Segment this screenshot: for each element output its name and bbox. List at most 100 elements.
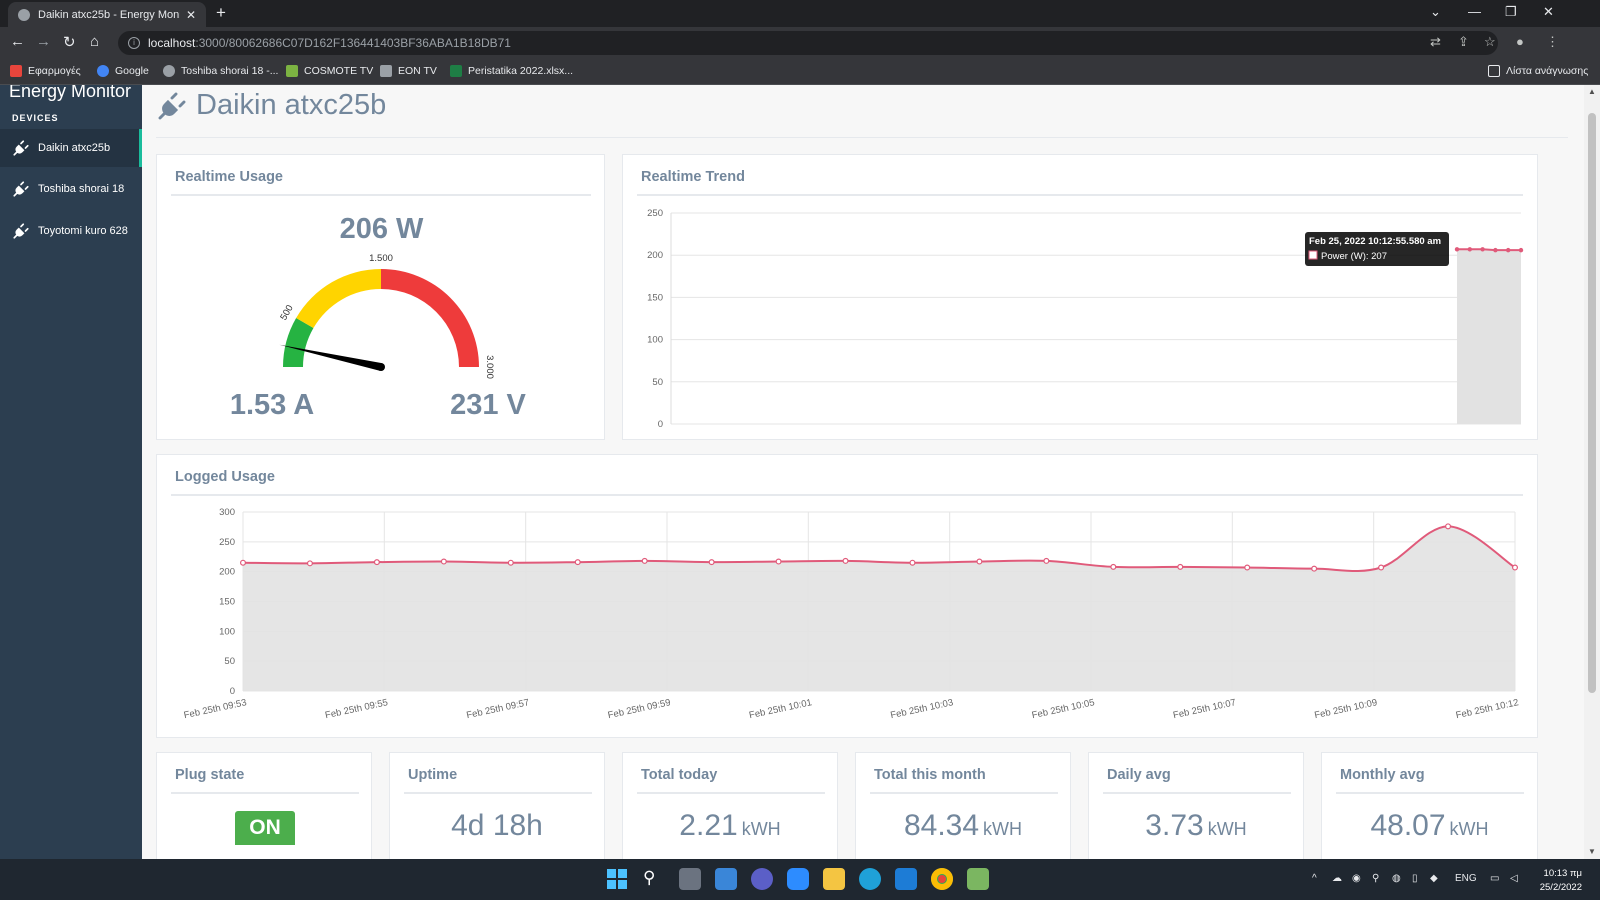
volume-icon[interactable]: ◁ — [1510, 873, 1518, 884]
sidebar-item-toyotomi[interactable]: Toyotomi kuro 628 — [0, 212, 142, 250]
monthly-avg-value: 48.07 kWH — [1370, 809, 1489, 842]
defender-icon[interactable]: ◆ — [1430, 873, 1438, 884]
restore-icon[interactable]: ❐ — [1505, 4, 1517, 19]
globe-icon — [163, 65, 175, 77]
language-indicator[interactable]: ENG — [1455, 873, 1477, 884]
bookmark-star-icon[interactable]: ☆ — [1484, 34, 1496, 49]
scroll-up-icon[interactable]: ▲ — [1588, 87, 1596, 96]
bookmark-peristatika[interactable]: Peristatika 2022.xlsx... — [450, 65, 573, 77]
total-today-value: 2.21 kWH — [679, 809, 781, 842]
logged-point — [574, 559, 581, 566]
scrollbar-thumb[interactable] — [1588, 113, 1596, 693]
logged-point — [842, 557, 849, 564]
tray-chevron-icon[interactable]: ^ — [1312, 873, 1317, 884]
y-tick-label: 200 — [647, 250, 663, 261]
reload-icon[interactable]: ↻ — [63, 34, 76, 51]
address-bar[interactable]: i localhost:3000/80062686C07D162F1364414… — [118, 31, 1498, 55]
clock-date: 25/2/2022 — [1539, 882, 1582, 893]
bookmark-apps[interactable]: Εφαρμογές — [10, 65, 81, 77]
logged-point — [306, 560, 313, 567]
trend-tooltip: Feb 25, 2022 10:12:55.580 am Power (W): 2… — [1305, 232, 1449, 266]
menu-icon[interactable]: ⋮ — [1546, 34, 1559, 49]
browser-tab[interactable]: Daikin atxc25b - Energy Monitor ✕ — [8, 2, 206, 27]
edge-icon[interactable] — [859, 868, 881, 890]
uptime-tile: Uptime 4d 18h — [389, 752, 605, 859]
tile-divider — [870, 792, 1058, 794]
logged-usage-panel: Logged Usage 0 50 100 150 200 250 300 Feb 25th … — [156, 454, 1538, 738]
close-window-icon[interactable]: ✕ — [1543, 4, 1554, 19]
close-tab-icon[interactable]: ✕ — [185, 7, 196, 22]
sidebar: Energy Monitor DEVICES Daikin atxc25b To… — [0, 85, 142, 859]
share-icon[interactable]: ⇪ — [1458, 34, 1469, 49]
panel-divider — [171, 494, 1523, 496]
logged-point — [1177, 563, 1184, 570]
plug-state-badge[interactable]: ON — [235, 811, 295, 845]
realtime-usage-panel: Realtime Usage 206 W 500 1.500 3.000 1.53 … — [156, 154, 605, 440]
reading-list[interactable]: Λίστα ανάγνωσης — [1488, 65, 1588, 77]
translate-icon[interactable]: ⇄ — [1430, 34, 1441, 49]
scroll-down-icon[interactable]: ▼ — [1588, 847, 1596, 856]
current-value: 1.53 A — [229, 389, 315, 421]
bookmark-eon[interactable]: EON TV — [380, 65, 437, 77]
task-view-icon[interactable] — [679, 868, 701, 890]
bookmark-cosmote[interactable]: COSMOTE TV — [286, 65, 373, 77]
profile-icon[interactable]: ● — [1516, 34, 1524, 49]
chat-icon[interactable] — [751, 868, 773, 890]
tooltip-swatch — [1308, 250, 1318, 260]
search-icon[interactable]: ⚲ — [643, 868, 656, 887]
tile-title: Plug state — [175, 767, 245, 783]
logged-point — [1043, 557, 1050, 564]
onedrive-icon[interactable]: ☁ — [1332, 873, 1342, 884]
y-tick-label: 0 — [658, 419, 663, 430]
plug-icon — [13, 181, 29, 197]
bookmark-google[interactable]: Google — [97, 65, 149, 77]
home-icon[interactable]: ⌂ — [90, 33, 100, 50]
logged-point — [976, 558, 983, 565]
forward-icon[interactable]: → — [36, 33, 51, 50]
browser-tabstrip: Daikin atxc25b - Energy Monitor ✕ + ⌄ — … — [0, 0, 1600, 27]
minimize-icon[interactable]: — — [1468, 4, 1481, 19]
bookmark-toshiba[interactable]: Toshiba shorai 18 -... — [163, 65, 278, 77]
network-icon[interactable]: ▭ — [1490, 873, 1500, 884]
y-tick-label: 250 — [647, 208, 663, 219]
widgets-icon[interactable] — [715, 868, 737, 890]
logged-point — [1110, 563, 1117, 570]
tab-favicon-icon — [18, 8, 30, 21]
chrome-icon[interactable] — [931, 868, 953, 890]
file-explorer-icon[interactable] — [823, 868, 845, 890]
site-info-icon[interactable]: i — [128, 37, 140, 49]
voltage-value: 231 V — [450, 389, 526, 421]
tray-search-icon[interactable]: ⚲ — [1372, 873, 1380, 884]
logged-point — [641, 557, 648, 564]
trend-point — [1506, 247, 1511, 253]
page-scrollbar[interactable]: ▲ ▼ — [1584, 85, 1600, 859]
trend-area — [1457, 249, 1521, 424]
new-tab-icon[interactable]: + — [216, 3, 226, 22]
eon-icon — [380, 65, 392, 77]
windows-taskbar: ⚲ ^ ☁ ◉ ⚲ ◍ ▯ ◆ ENG ▭ ◁ 10:13 πμ 25/2/20… — [0, 859, 1600, 900]
x-tick-label: Feb 25th 10:05 — [1031, 697, 1096, 721]
tile-title: Monthly avg — [1340, 767, 1425, 783]
sidebar-item-toshiba[interactable]: Toshiba shorai 18 — [0, 170, 142, 208]
sidebar-item-daikin[interactable]: Daikin atxc25b — [0, 129, 142, 167]
daily-avg-value: 3.73 kWH — [1145, 809, 1247, 842]
zoom-icon[interactable] — [787, 868, 809, 890]
usb-icon[interactable]: ▯ — [1412, 873, 1418, 884]
y-tick-label: 300 — [219, 507, 235, 518]
panel-divider — [637, 194, 1523, 196]
start-icon[interactable] — [606, 868, 628, 890]
logged-point — [1311, 565, 1318, 572]
trend-point — [1480, 247, 1485, 252]
tile-divider — [637, 792, 825, 794]
y-tick-label: 50 — [652, 377, 663, 388]
tab-search-icon[interactable]: ⌄ — [1430, 4, 1441, 19]
mail-icon[interactable] — [895, 868, 917, 890]
app-icon[interactable] — [967, 868, 989, 890]
back-icon[interactable]: ← — [10, 33, 25, 50]
y-tick-label: 100 — [219, 626, 235, 637]
apps-icon — [10, 65, 22, 77]
tray-chrome-icon[interactable]: ◍ — [1392, 873, 1401, 884]
sidebar-item-label: Toyotomi kuro 628 — [38, 225, 128, 237]
tray-app-icon[interactable]: ◉ — [1352, 873, 1361, 884]
clock[interactable]: 10:13 πμ 25/2/2022 — [1540, 867, 1582, 895]
